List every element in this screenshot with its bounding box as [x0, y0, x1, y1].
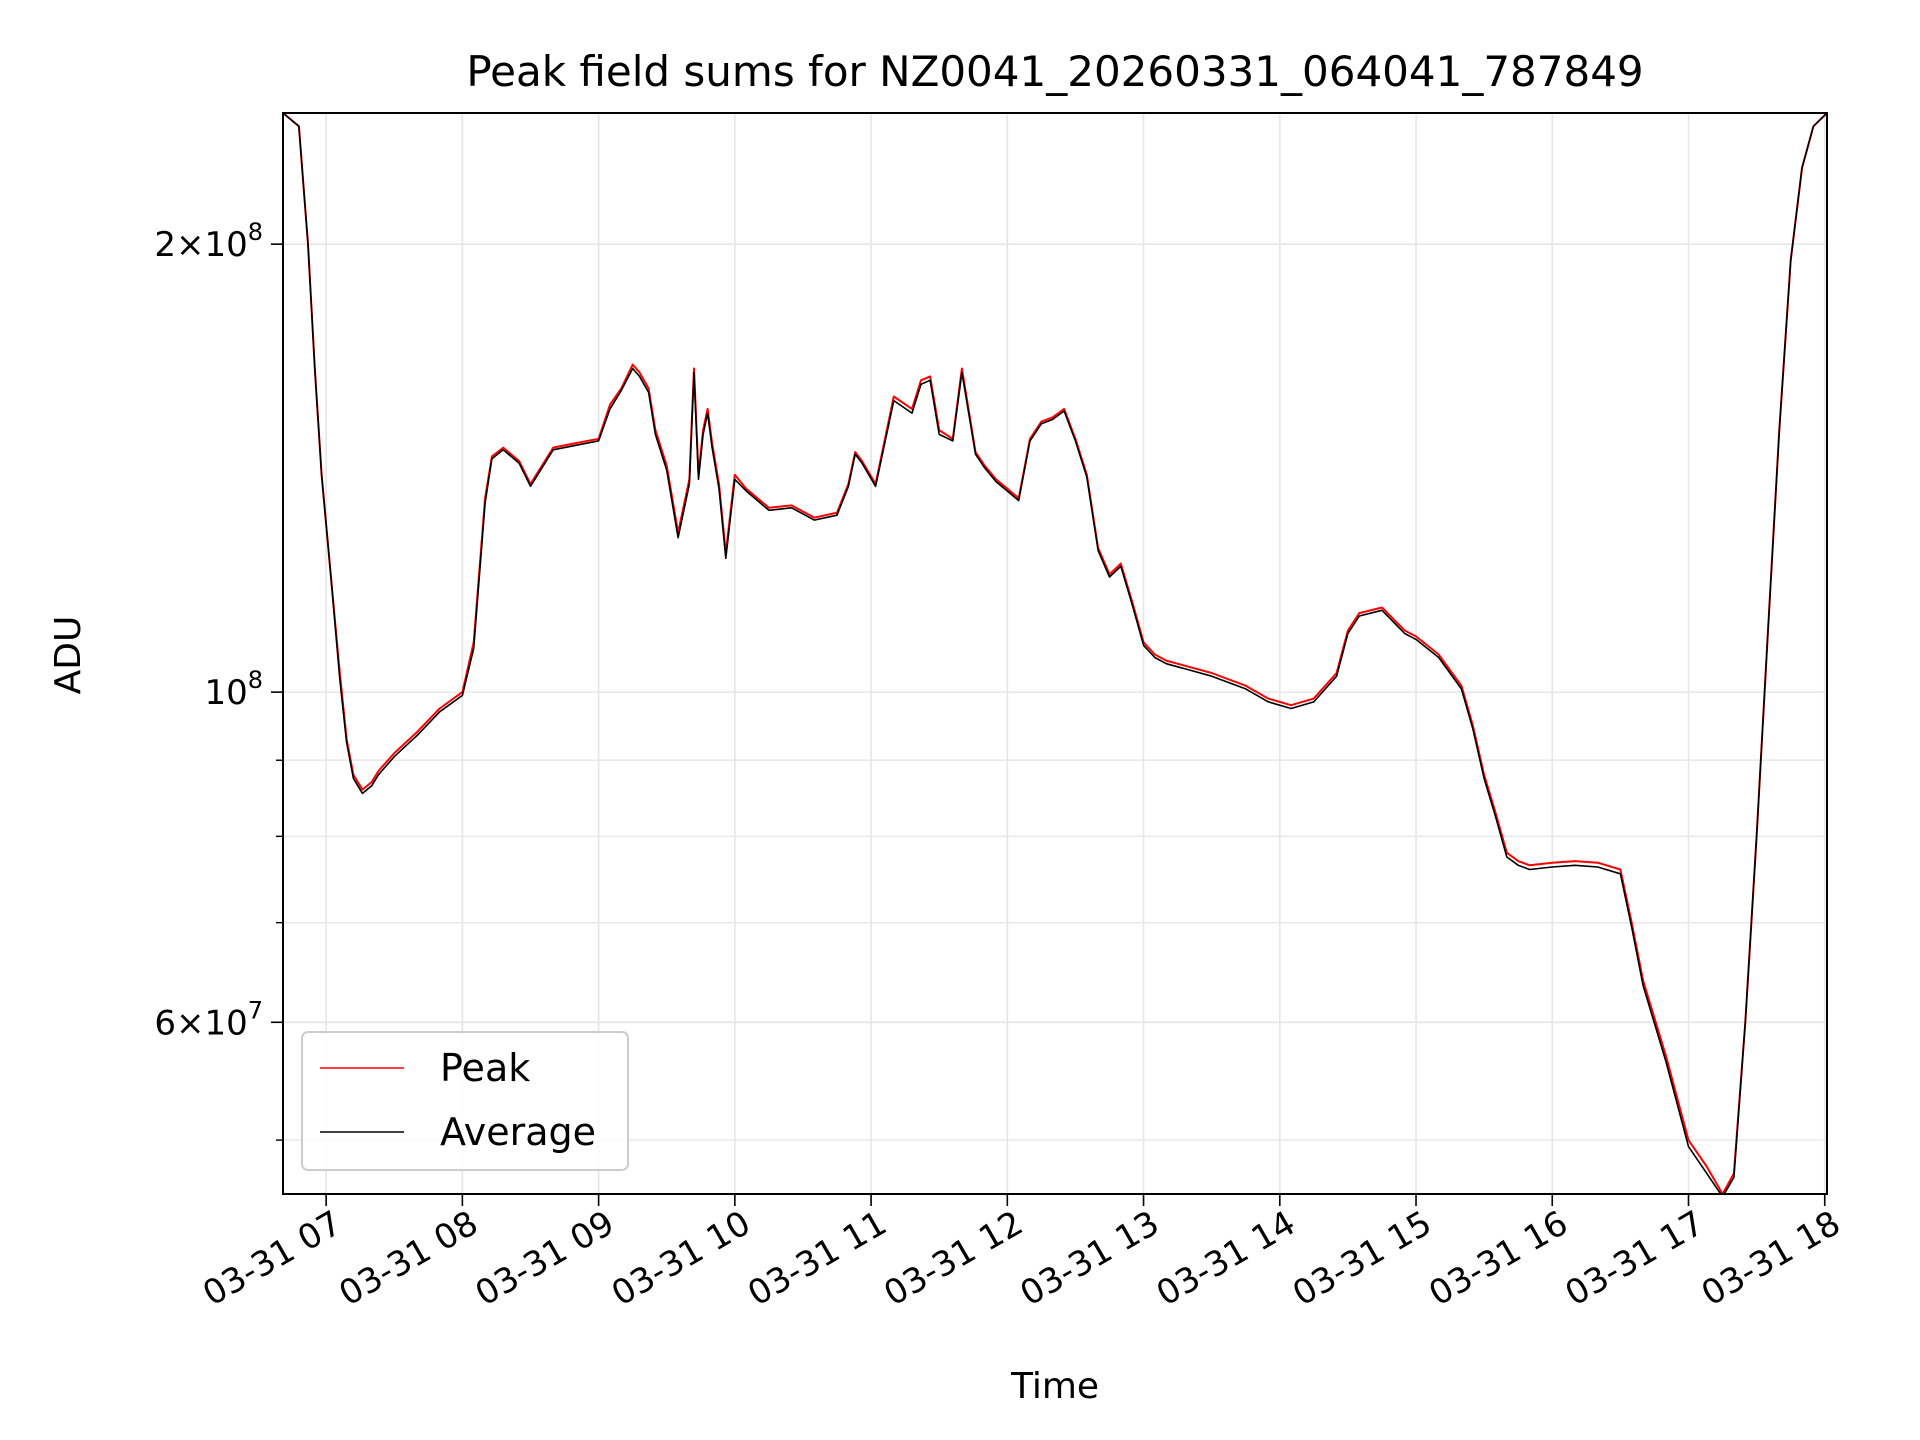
- x-axis-label: Time: [1010, 1366, 1099, 1407]
- y-tick-label-base: 6×10: [154, 1003, 247, 1043]
- y-tick-label: 6×107: [154, 996, 263, 1043]
- y-axis-label: ADU: [48, 616, 89, 695]
- legend-box: [301, 1031, 629, 1171]
- grid-layer: [283, 113, 1827, 1194]
- y-tick-label-exponent: 8: [248, 666, 263, 694]
- series-layer: [283, 113, 1827, 1194]
- y-tick-label-exponent: 7: [248, 996, 263, 1024]
- y-tick-label-exponent: 8: [248, 218, 263, 246]
- legend-label-average: Average: [440, 1110, 596, 1154]
- y-tick-label-base: 10: [204, 673, 247, 713]
- legend: Peak Average: [301, 1031, 629, 1171]
- y-tick-label-base: 2×10: [154, 225, 247, 265]
- series-line-average: [283, 113, 1827, 1194]
- chart-title: Peak field sums for NZ0041_20260331_0640…: [466, 47, 1643, 96]
- y-tick-label: 108: [204, 666, 263, 713]
- legend-label-peak: Peak: [440, 1046, 530, 1090]
- plot-frame: [282, 112, 1828, 1195]
- y-tick-label: 2×108: [154, 218, 263, 265]
